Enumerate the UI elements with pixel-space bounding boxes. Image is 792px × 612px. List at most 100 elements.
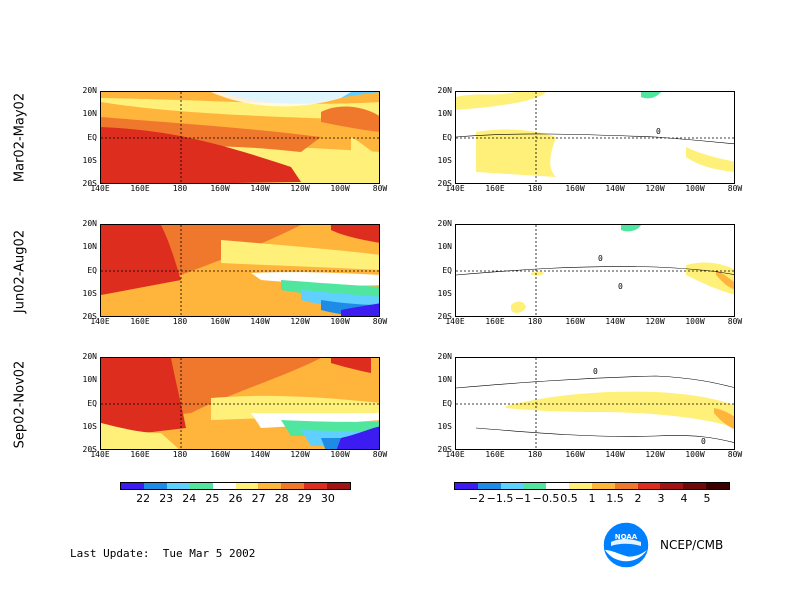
colorbar-label: 28 [274, 492, 289, 505]
colorbar-swatch [614, 483, 638, 489]
colorbar-swatch [637, 483, 661, 489]
colorbar-label: 23 [159, 492, 174, 505]
lon-tick-label: 180 [172, 184, 188, 193]
sst-fill-26 [251, 272, 379, 286]
colorbar-swatch [500, 483, 524, 489]
lat-tick-label: 10N [82, 109, 97, 119]
anom-positive-band [506, 391, 734, 428]
lat-tick-label: 20N [82, 86, 97, 95]
lat-tick-label: 10S [437, 288, 452, 298]
lat-tick-label: EQ [442, 265, 452, 275]
lat-tick-label: EQ [442, 398, 452, 408]
lon-tick-label: 160E [130, 450, 150, 459]
lon-tick-label: 120W [290, 450, 310, 459]
lat-tick-label: 20S [82, 312, 97, 321]
contour-label: 0 [656, 127, 661, 136]
lat-tick-label: 20N [437, 352, 452, 361]
lon-tick-label: 160W [210, 450, 230, 459]
anom-positive-3 [511, 301, 526, 313]
colorbar-swatch [569, 483, 592, 489]
anom-zero-contour [456, 266, 734, 276]
lon-tick-label: 180 [527, 184, 543, 193]
row-label-2: Jun02-Aug02 [12, 229, 28, 314]
lon-tick-label: 80W [727, 450, 743, 459]
sst-map-row2 [101, 225, 379, 316]
lon-tick-label: 160E [485, 450, 505, 459]
colorbar-swatch [258, 483, 282, 489]
lon-tick-label: 100W [685, 450, 705, 459]
last-update-text: Last Update: Tue Mar 5 2002 [70, 547, 256, 560]
noaa-logo-text: NOAA [615, 533, 638, 541]
anom-positive-1 [456, 92, 546, 110]
lon-tick-label: 140E [90, 317, 110, 326]
colorbar-swatch [327, 483, 351, 489]
colorbar-label: −1.5 [486, 492, 514, 505]
colorbar-label: 5 [703, 492, 711, 505]
lon-tick-label: 180 [172, 317, 188, 326]
anomaly-colorbar [454, 482, 730, 490]
sst-fill-warm-ne [331, 225, 379, 243]
sst-panel-row3 [100, 357, 380, 450]
colorbar-label: 4 [680, 492, 688, 505]
row-label-1: Mar02-May02 [12, 92, 28, 183]
agency-text: NCEP/CMB [660, 538, 724, 552]
anom-positive-4 [531, 271, 544, 276]
lat-tick-label: 10N [82, 375, 97, 385]
sst-fill-22 [341, 303, 379, 316]
colorbar-swatch [591, 483, 615, 489]
lon-tick-label: 160W [565, 317, 585, 326]
lat-tick-label: 10S [437, 155, 452, 165]
lon-tick-label: 80W [372, 450, 388, 459]
anom-panel-row3: 0 0 [455, 357, 735, 450]
colorbar-swatch [477, 483, 501, 489]
lon-tick-label: 120W [645, 184, 665, 193]
anom-negative [641, 92, 661, 99]
sst-fill-warm-ne [331, 358, 371, 373]
lon-tick-label: 140W [605, 317, 625, 326]
colorbar-label: 3 [657, 492, 665, 505]
anom-negative [621, 225, 641, 232]
contour-label: 0 [598, 254, 603, 263]
colorbar-label: 30 [320, 492, 335, 505]
lat-tick-label: EQ [87, 265, 97, 275]
colorbar-label: 25 [205, 492, 220, 505]
lon-tick-label: 100W [330, 450, 350, 459]
colorbar-label: 27 [251, 492, 266, 505]
anom-positive-1 [686, 262, 734, 295]
lat-tick-label: 10N [82, 242, 97, 252]
colorbar-swatch [121, 483, 144, 489]
lon-tick-label: 120W [645, 317, 665, 326]
colorbar-label: −1 [514, 492, 532, 505]
anom-zero-contour [456, 375, 734, 389]
colorbar-swatch [143, 483, 167, 489]
contour-label: 0 [593, 367, 598, 376]
colorbar-label: 1 [588, 492, 596, 505]
lon-tick-label: 160W [210, 184, 230, 193]
lat-tick-label: 10S [437, 421, 452, 431]
lat-tick-label: 10N [437, 109, 452, 119]
contour-label: 0 [618, 282, 623, 291]
anom-zero-contour-2 [475, 427, 734, 443]
lon-tick-label: 140E [445, 184, 465, 193]
lat-tick-label: 10N [437, 375, 452, 385]
sst-panel-row2 [100, 224, 380, 317]
lat-tick-label: 10S [82, 421, 97, 431]
sst-fill-22 [336, 426, 379, 449]
lon-tick-label: 80W [372, 317, 388, 326]
colorbar-label: −0.5 [532, 492, 560, 505]
lon-tick-label: 160W [565, 184, 585, 193]
colorbar-swatch [304, 483, 328, 489]
sst-fill-26 [251, 413, 379, 428]
colorbar-swatch [523, 483, 547, 489]
anom-positive-east [714, 408, 734, 430]
sst-fill-white-north [211, 92, 351, 107]
lon-tick-label: 100W [685, 184, 705, 193]
lat-tick-label: 10N [437, 242, 452, 252]
colorbar-swatch [212, 483, 236, 489]
colorbar-swatch [706, 483, 729, 489]
anom-positive-2 [716, 270, 734, 290]
sst-panel-row1 [100, 91, 380, 184]
colorbar-swatch [683, 483, 707, 489]
lat-tick-label: 20S [82, 445, 97, 454]
lat-tick-label: 20S [437, 179, 452, 188]
